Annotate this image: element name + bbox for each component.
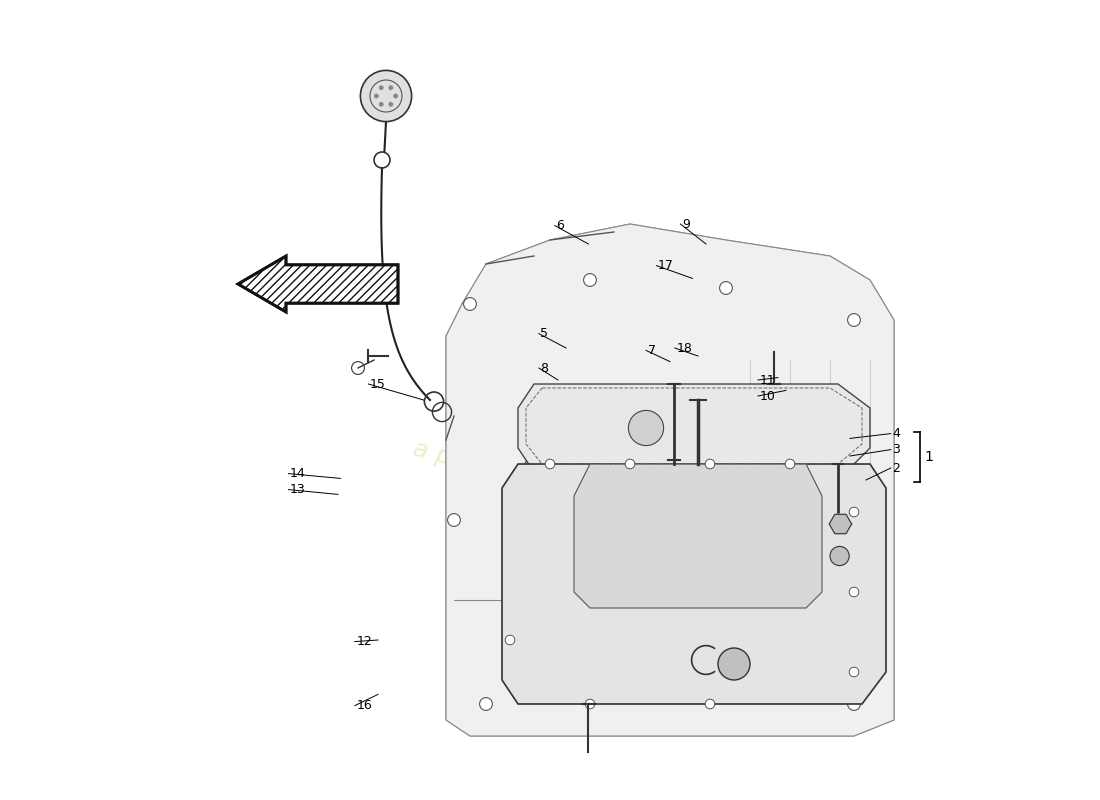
- Circle shape: [480, 698, 493, 710]
- Circle shape: [378, 86, 384, 90]
- Polygon shape: [502, 464, 886, 704]
- Polygon shape: [518, 384, 870, 472]
- Circle shape: [719, 282, 733, 294]
- Text: 5: 5: [540, 327, 549, 340]
- Circle shape: [584, 274, 596, 286]
- Circle shape: [625, 459, 635, 469]
- Text: euroParts: euroParts: [446, 275, 846, 445]
- Polygon shape: [446, 224, 894, 736]
- Circle shape: [864, 554, 877, 566]
- Text: 3: 3: [892, 443, 900, 456]
- Circle shape: [463, 298, 476, 310]
- Circle shape: [849, 587, 859, 597]
- Polygon shape: [238, 256, 398, 312]
- Text: 11: 11: [760, 374, 775, 386]
- Circle shape: [361, 70, 411, 122]
- Circle shape: [849, 507, 859, 517]
- Text: 8: 8: [540, 362, 549, 374]
- Circle shape: [505, 635, 515, 645]
- Text: 10: 10: [760, 390, 775, 402]
- Circle shape: [546, 459, 554, 469]
- Circle shape: [830, 546, 849, 566]
- Circle shape: [785, 459, 795, 469]
- Polygon shape: [829, 514, 851, 534]
- Text: a passion for cars since 1985: a passion for cars since 1985: [410, 437, 770, 555]
- Text: 17: 17: [658, 259, 674, 272]
- Text: 1: 1: [924, 450, 933, 464]
- Circle shape: [705, 699, 715, 709]
- Text: 16: 16: [356, 699, 372, 712]
- Text: 6: 6: [557, 219, 564, 232]
- Polygon shape: [574, 464, 822, 608]
- Circle shape: [585, 699, 595, 709]
- Circle shape: [628, 410, 663, 446]
- Text: 13: 13: [290, 483, 306, 496]
- Text: 2: 2: [892, 462, 900, 474]
- Text: 7: 7: [648, 344, 656, 357]
- Circle shape: [374, 94, 378, 98]
- Circle shape: [388, 86, 393, 90]
- Circle shape: [718, 648, 750, 680]
- Text: 9: 9: [682, 218, 690, 230]
- Circle shape: [849, 667, 859, 677]
- Circle shape: [393, 94, 398, 98]
- Circle shape: [388, 102, 393, 106]
- Circle shape: [378, 102, 384, 106]
- Circle shape: [705, 459, 715, 469]
- Text: 14: 14: [290, 467, 306, 480]
- Circle shape: [848, 698, 860, 710]
- Text: 12: 12: [356, 635, 372, 648]
- Text: 18: 18: [676, 342, 692, 354]
- Circle shape: [448, 514, 461, 526]
- Circle shape: [848, 314, 860, 326]
- Text: 15: 15: [370, 378, 386, 390]
- Text: 4: 4: [892, 427, 900, 440]
